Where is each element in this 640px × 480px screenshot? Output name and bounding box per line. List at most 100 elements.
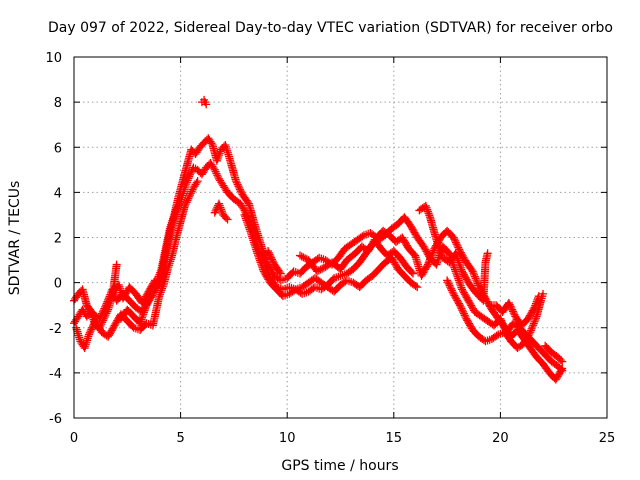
data-point [557, 365, 566, 374]
data-point [235, 183, 244, 192]
data-point [183, 176, 192, 185]
data-point [214, 173, 223, 182]
y-tick-labels: -6 -4 -2 0 2 4 6 8 10 [45, 51, 62, 427]
x-tick-label: 5 [176, 431, 184, 446]
data-point [444, 279, 453, 288]
y-axis-label: SDTVAR / TECUs [7, 181, 23, 296]
data-point [528, 322, 537, 331]
data-point [451, 236, 460, 245]
data-point [275, 268, 284, 277]
data-point [509, 309, 518, 318]
data-point [104, 294, 113, 303]
data-point [150, 277, 159, 286]
data-point [422, 203, 431, 212]
data-point [157, 286, 166, 295]
data-point [86, 327, 95, 336]
data-point [151, 276, 160, 285]
data-point [534, 294, 543, 303]
data-point [425, 257, 434, 266]
data-point [209, 164, 218, 173]
data-point [155, 292, 164, 301]
data-point [217, 205, 226, 214]
data-point [531, 301, 540, 310]
data-point [425, 211, 434, 220]
data-point [556, 356, 565, 365]
data-point [184, 174, 193, 183]
data-point [422, 262, 431, 271]
data-point [236, 187, 245, 196]
data-point [158, 284, 167, 293]
data-point [451, 238, 460, 247]
data-point [530, 317, 539, 326]
data-point [423, 205, 432, 214]
data-point [233, 180, 242, 189]
data-point [98, 307, 107, 316]
data-point [443, 278, 452, 287]
data-point [264, 247, 273, 256]
y-tick-label: -4 [49, 367, 62, 382]
data-points [70, 95, 567, 384]
data-point [97, 311, 106, 320]
data-point [429, 246, 438, 255]
x-tick-label: 10 [279, 431, 296, 446]
data-point [99, 306, 108, 315]
data-point [239, 204, 248, 213]
data-point [456, 302, 465, 311]
data-point [469, 269, 478, 278]
data-point [215, 149, 224, 158]
data-point [468, 267, 477, 276]
data-point [506, 302, 515, 311]
data-point [526, 328, 535, 337]
data-point [210, 165, 219, 174]
data-point [185, 170, 194, 179]
data-point [264, 248, 273, 257]
data-point [214, 199, 223, 208]
data-point [102, 299, 111, 308]
data-point [450, 235, 459, 244]
data-point [408, 269, 417, 278]
data-point [507, 304, 516, 313]
data-point [180, 201, 189, 210]
data-point [508, 307, 517, 316]
data-point [212, 169, 221, 178]
data-point [459, 307, 468, 316]
x-tick-labels: 0 5 10 15 20 25 [70, 431, 615, 446]
data-point [458, 306, 467, 315]
data-point [181, 200, 190, 209]
data-point [104, 295, 113, 304]
data-point [213, 154, 222, 163]
plot-frame [73, 56, 608, 419]
data-point [187, 187, 196, 196]
data-point [474, 281, 483, 290]
data-point [182, 198, 191, 207]
data-point [427, 251, 436, 260]
data-point [558, 364, 567, 373]
data-point [529, 319, 538, 328]
data-point [88, 323, 97, 332]
data-point [185, 192, 194, 201]
data-point [186, 189, 195, 198]
data-point [301, 254, 310, 263]
data-point [424, 258, 433, 267]
data-point [558, 357, 567, 366]
data-point [457, 304, 466, 313]
data-point [155, 290, 164, 299]
data-point [223, 215, 232, 224]
data-point [446, 283, 455, 292]
data-point [156, 288, 165, 297]
data-point [445, 281, 454, 290]
data-point [232, 178, 241, 187]
data-point [447, 284, 456, 293]
data-point [534, 292, 543, 301]
data-point [193, 177, 202, 186]
data-point [109, 289, 118, 298]
data-point [112, 260, 121, 269]
data-point [460, 311, 469, 320]
data-point [210, 208, 219, 217]
y-tick-label: 0 [54, 277, 62, 292]
data-point [185, 172, 194, 181]
x-axis-label: GPS time / hours [281, 458, 398, 474]
data-point [100, 304, 109, 313]
data-point [423, 260, 432, 269]
